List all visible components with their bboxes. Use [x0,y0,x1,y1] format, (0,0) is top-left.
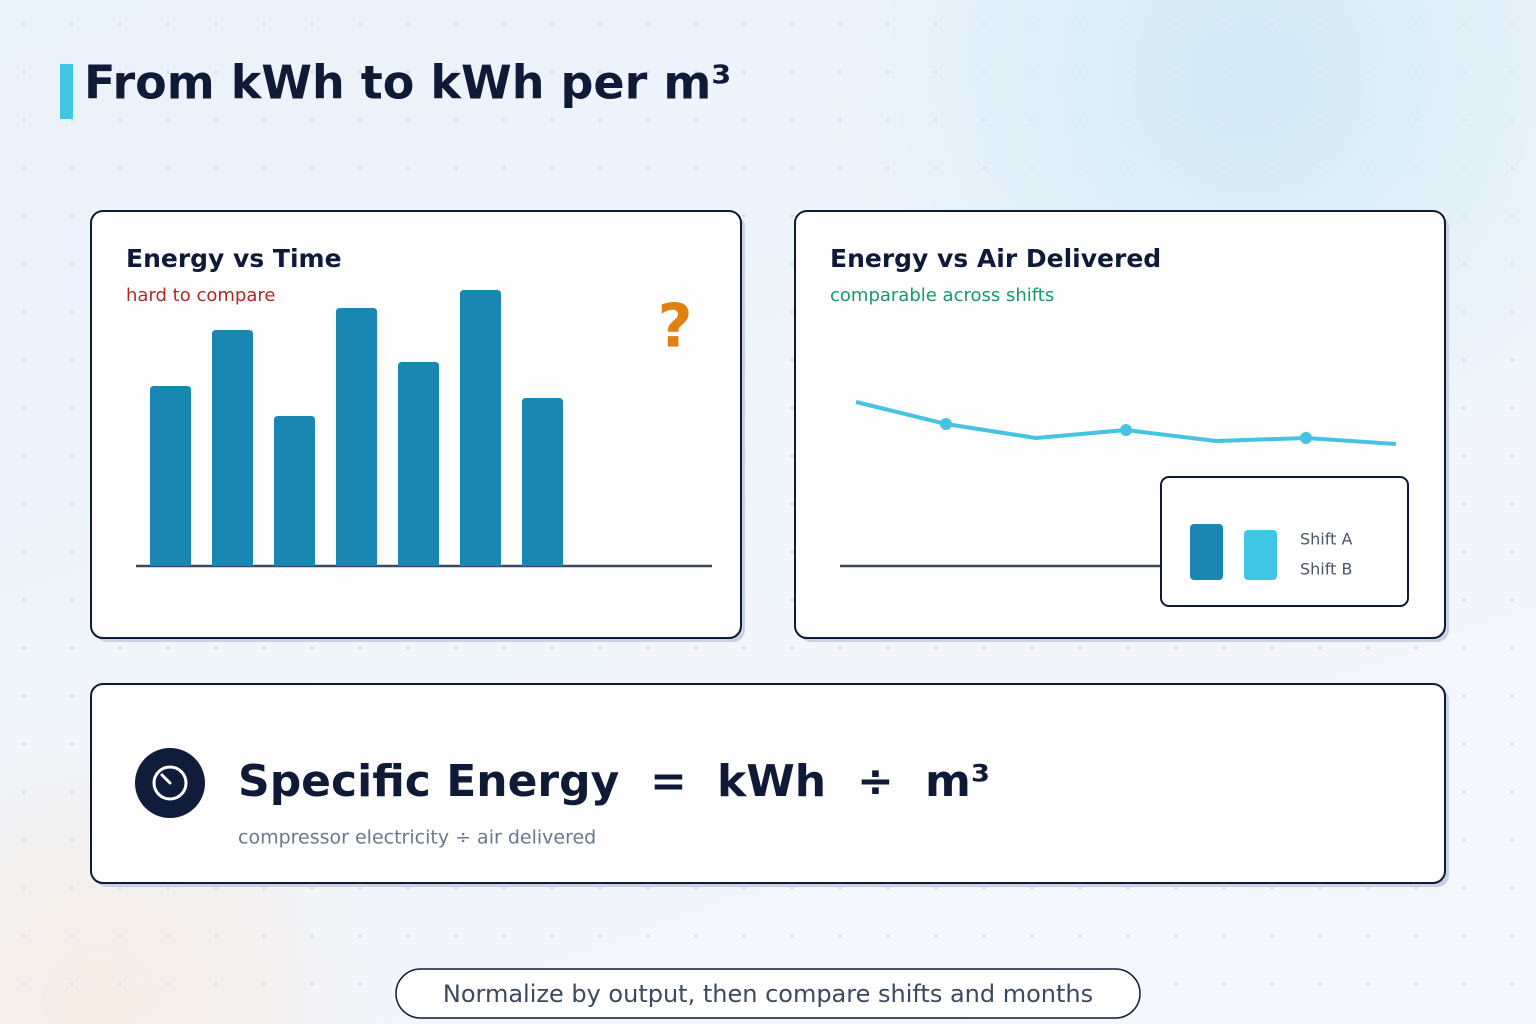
footer-text: Normalize by output, then compare shifts… [443,980,1093,1008]
formula-numerator: kWh [717,756,826,807]
legend-label: Shift B [1300,560,1352,579]
formula-caption: compressor electricity ÷ air delivered [238,827,596,849]
title-accent [60,64,73,119]
chart-subtitle: hard to compare [126,285,275,306]
legend-swatch [1244,530,1277,580]
legend-label: Shift A [1300,530,1352,549]
annotation: ? [658,292,693,362]
formula-divide: ÷ [857,756,894,807]
legend-swatch [1190,524,1223,580]
page-title: From kWh to kWh per m³ [84,56,731,110]
line-marker [940,418,952,430]
bar [398,362,439,566]
bar [150,386,191,566]
gauge-icon-dial [152,765,188,801]
formula-denominator: m³ [925,756,990,807]
chart-title: Energy vs Time [126,244,342,273]
bar [274,416,315,566]
bar [460,290,501,566]
bar [336,308,377,566]
formula-equals: = [650,756,687,807]
line-marker [1300,432,1312,444]
chart-title: Energy vs Air Delivered [830,244,1161,273]
bar [212,330,253,566]
footer-pill [395,968,1141,1019]
formula-name: Specific Energy [238,756,619,807]
line-marker [1120,424,1132,436]
bar [522,398,563,566]
card [90,683,1446,884]
formula: Specific Energy = kWh ÷ m³ [238,756,990,807]
gauge-icon-needle [160,773,172,785]
chart-subtitle: comparable across shifts [830,285,1054,306]
